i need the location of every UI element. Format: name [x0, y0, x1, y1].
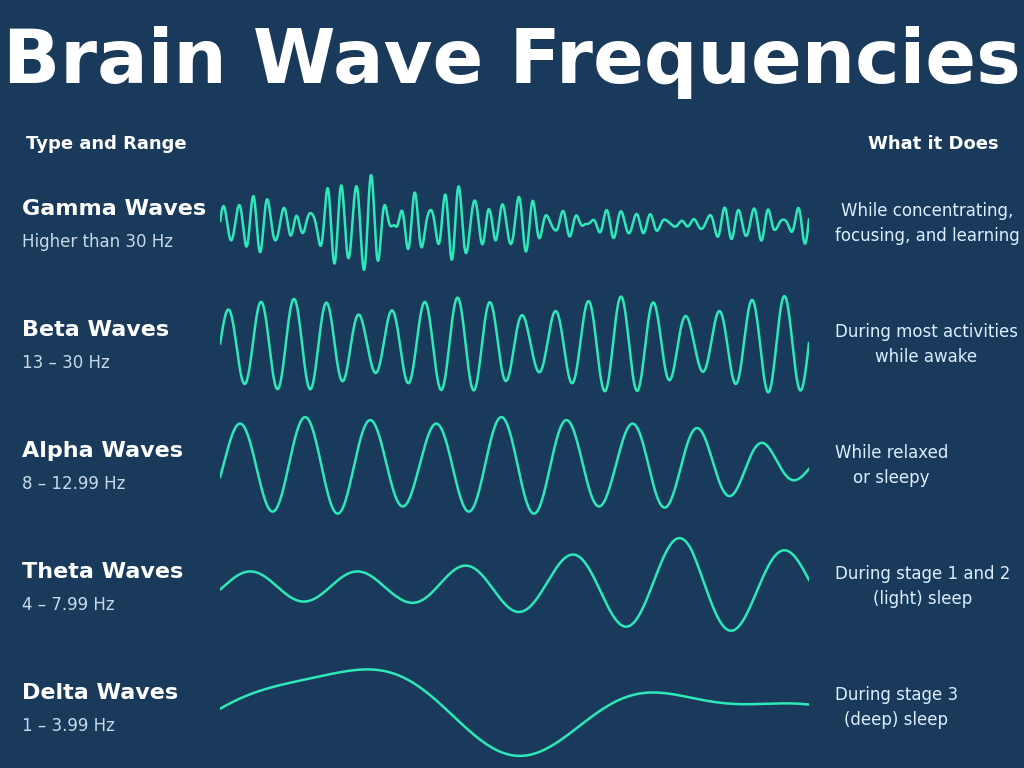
- Text: 4 – 7.99 Hz: 4 – 7.99 Hz: [23, 596, 115, 614]
- Text: Gamma Waves: Gamma Waves: [23, 199, 206, 219]
- Text: During stage 3
(deep) sleep: During stage 3 (deep) sleep: [835, 686, 957, 729]
- Text: What it Does: What it Does: [867, 135, 998, 153]
- Text: While concentrating,
focusing, and learning: While concentrating, focusing, and learn…: [835, 202, 1020, 245]
- Text: Alpha Waves: Alpha Waves: [23, 441, 183, 461]
- Text: Delta Waves: Delta Waves: [23, 683, 178, 703]
- Text: Brain Wave Frequencies: Brain Wave Frequencies: [3, 26, 1021, 99]
- Text: Higher than 30 Hz: Higher than 30 Hz: [23, 233, 173, 250]
- Text: While relaxed
or sleepy: While relaxed or sleepy: [835, 444, 948, 487]
- Text: 13 – 30 Hz: 13 – 30 Hz: [23, 353, 110, 372]
- Text: Beta Waves: Beta Waves: [23, 320, 169, 340]
- Text: During most activities
while awake: During most activities while awake: [835, 323, 1018, 366]
- Text: Theta Waves: Theta Waves: [23, 562, 183, 582]
- Text: Type and Range: Type and Range: [26, 135, 186, 153]
- Text: 1 – 3.99 Hz: 1 – 3.99 Hz: [23, 717, 115, 735]
- Text: 8 – 12.99 Hz: 8 – 12.99 Hz: [23, 475, 125, 492]
- Text: During stage 1 and 2
(light) sleep: During stage 1 and 2 (light) sleep: [835, 565, 1010, 608]
